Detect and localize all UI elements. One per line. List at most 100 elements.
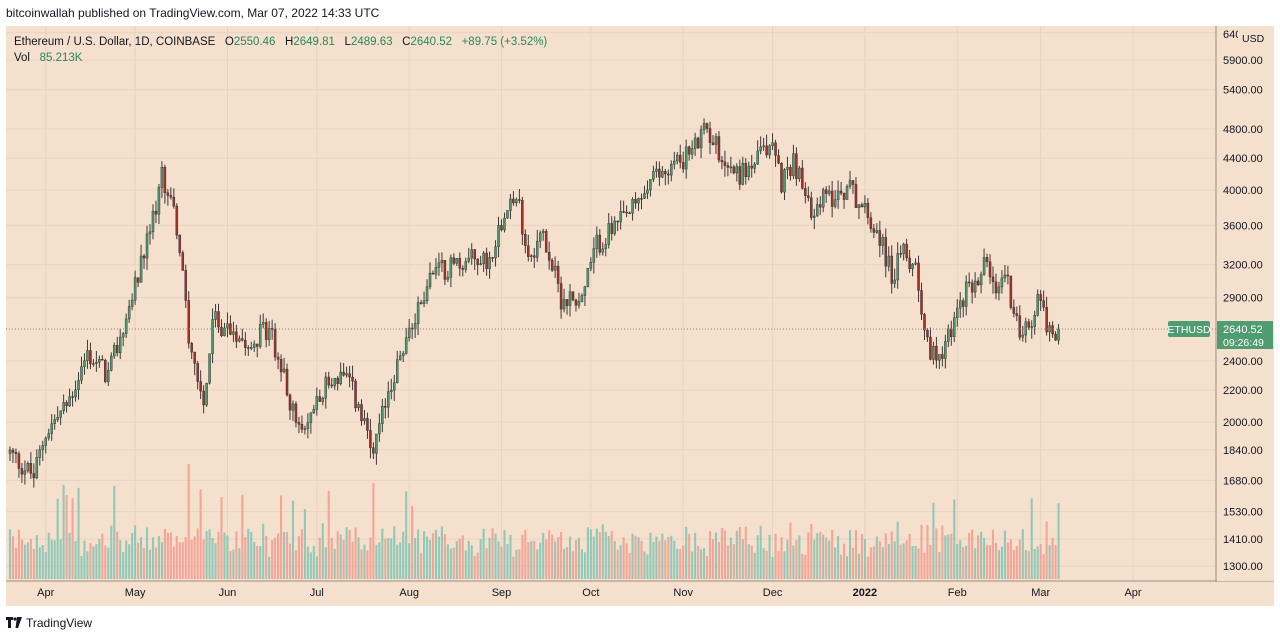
volume-bar (997, 550, 1001, 579)
candle-body (509, 198, 512, 211)
volume-bar (137, 542, 140, 579)
candle (491, 256, 494, 263)
candle (714, 133, 718, 154)
legend-symbol: Ethereum / U.S. Dollar, 1D, COINBASE (14, 36, 216, 48)
volume-bar (980, 531, 983, 579)
volume-bar (700, 549, 703, 579)
volume-bar (157, 536, 160, 579)
volume-bar (119, 540, 122, 579)
volume-bar (160, 542, 163, 579)
volume-bar (938, 551, 941, 579)
volume-bar (1000, 546, 1003, 579)
candle (741, 156, 745, 186)
candle (923, 312, 926, 341)
candle-body (247, 347, 250, 349)
candle-body (261, 322, 265, 325)
candle (407, 319, 411, 342)
candle (404, 327, 408, 355)
volume-bar (223, 532, 226, 579)
candle-body (681, 162, 685, 170)
candle (878, 220, 882, 258)
footer-brand[interactable]: TradingView (6, 612, 92, 634)
candle (488, 251, 491, 279)
candle (333, 377, 336, 390)
candle (1033, 310, 1036, 335)
candle-body (23, 470, 27, 475)
y-axis[interactable]: 6400.005900.005400.004800.004400.004000.… (1223, 29, 1265, 573)
candle (181, 250, 185, 271)
footer-brand-text: TradingView (26, 616, 93, 630)
volume-bar (80, 555, 83, 579)
volume-bar (872, 546, 875, 579)
volume-bar (512, 556, 515, 579)
candle (920, 282, 923, 320)
candle-body (774, 142, 777, 156)
volume-bar (259, 546, 262, 579)
candle-body (827, 190, 831, 194)
volume-bar (533, 540, 536, 579)
candle (577, 292, 581, 309)
candle (711, 135, 715, 146)
candle (833, 190, 837, 209)
candle (556, 260, 560, 293)
candle-body (738, 166, 742, 185)
volume-bar (434, 529, 438, 579)
y-tick-label: 1300.00 (1223, 561, 1263, 573)
candle (446, 270, 450, 283)
volume-bar (68, 532, 71, 579)
volume-bar (759, 525, 762, 579)
ticker-badge[interactable]: ETHUSD (1167, 321, 1211, 338)
x-tick-label: Jul (310, 587, 324, 599)
volume-bar (971, 529, 974, 579)
candle-body (899, 253, 902, 255)
candle-body (157, 187, 161, 215)
candlestick-chart[interactable]: 6400.005900.005400.004800.004400.004000.… (6, 26, 1274, 606)
candle (83, 353, 86, 375)
volume-bar (98, 538, 101, 579)
candle-body (950, 328, 953, 337)
volume-bar (822, 534, 825, 579)
candle-body (667, 173, 670, 176)
volume-bar (217, 531, 220, 579)
candle (625, 205, 628, 218)
volume-bar (175, 536, 178, 579)
volume-bar (589, 529, 592, 579)
volume-bar (104, 545, 107, 579)
candle (175, 203, 179, 240)
legend-high-label: H (285, 36, 294, 48)
x-axis[interactable]: Apr May Jun Jul Aug Sep Oct Nov Dec 2022 Feb Mar Apr (37, 587, 1142, 599)
chart-area[interactable]: 6400.005900.005400.004800.004400.004000.… (6, 26, 1274, 606)
candle-body (521, 200, 524, 235)
candle (303, 425, 307, 435)
candle-body (101, 359, 104, 361)
candle (559, 276, 563, 319)
volume-bar (917, 548, 920, 579)
candle (836, 180, 840, 209)
candle-body (780, 162, 783, 193)
x-tick-label: Mar (1031, 587, 1050, 599)
volume-bar (455, 540, 458, 579)
candle (997, 281, 1001, 301)
candle-body (369, 430, 372, 448)
legend-vol-value: 85.213K (39, 52, 83, 64)
volume-bar (816, 533, 819, 579)
candle-body (363, 418, 366, 422)
volume-bar (366, 550, 369, 579)
volume-bar (390, 538, 393, 579)
candle-body (619, 211, 622, 223)
candle-body (133, 277, 137, 301)
volume-bar (795, 540, 798, 579)
candle-body (702, 123, 706, 131)
candle-body (443, 260, 447, 280)
volume-bar (372, 483, 375, 579)
volume-bar (312, 545, 315, 579)
candle (643, 185, 646, 199)
candle (687, 145, 691, 161)
volume-bar (884, 533, 887, 579)
candle-body (932, 345, 935, 360)
candle-body (553, 265, 557, 271)
volume-bar (908, 533, 911, 579)
candle-body (80, 366, 83, 381)
currency-label[interactable]: USD (1242, 33, 1265, 45)
candle (658, 161, 661, 187)
